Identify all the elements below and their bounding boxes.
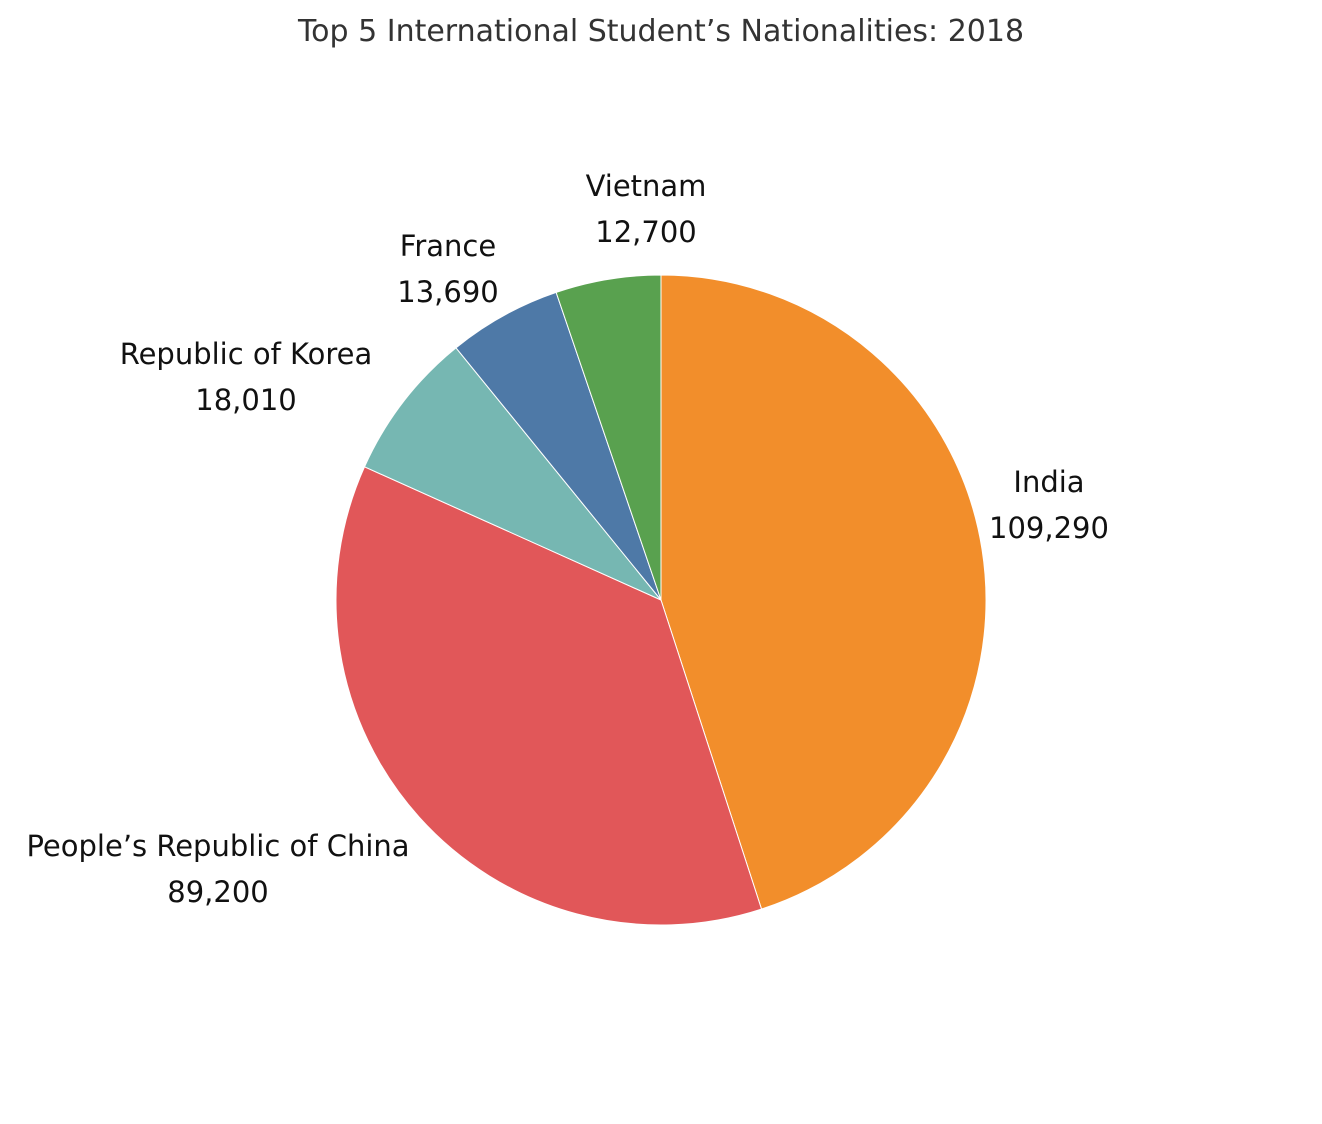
pie-slice-india — [660, 274, 987, 910]
pie-slice-vietnam — [555, 274, 662, 601]
slice-label-republic-of-korea: Republic of Korea — [120, 337, 373, 371]
slice-value-vietnam: 12,700 — [595, 215, 696, 249]
slice-label-vietnam: Vietnam — [586, 169, 707, 203]
slice-label-people-s-republic-of-china: People’s Republic of China — [26, 829, 409, 863]
slice-label-india: India — [1013, 465, 1084, 499]
pie-slice-republic-of-korea — [363, 347, 662, 601]
slice-value-france: 13,690 — [397, 275, 498, 309]
pie-slice-people-s-republic-of-china — [335, 466, 763, 926]
slice-value-india: 109,290 — [989, 511, 1109, 545]
chart-title: Top 5 International Student’s Nationalit… — [297, 14, 1025, 49]
slice-labels: India 109,290 People’s Republic of China 89… — [26, 169, 1109, 909]
pie-slices — [335, 274, 987, 926]
slice-value-republic-of-korea: 18,010 — [195, 383, 296, 417]
slice-label-france: France — [400, 229, 496, 263]
slice-value-people-s-republic-of-china: 89,200 — [167, 875, 268, 909]
